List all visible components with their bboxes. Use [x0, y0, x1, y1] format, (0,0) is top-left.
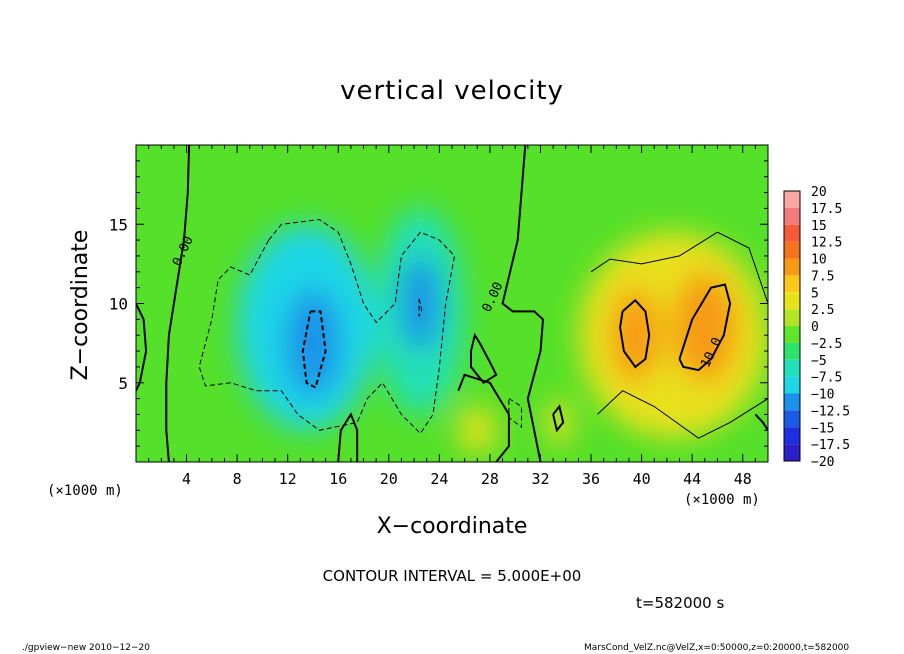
x-tick-label: 28	[481, 470, 499, 488]
chart-title: vertical velocity	[340, 76, 564, 106]
field-region	[458, 406, 497, 455]
x-tick-label: 32	[531, 470, 549, 488]
colorbar-swatch	[784, 275, 800, 293]
contour-line	[597, 390, 768, 439]
colorbar-swatch	[784, 410, 800, 428]
contour-line	[501, 145, 545, 462]
plot-area	[136, 145, 768, 462]
contour-interval: CONTOUR INTERVAL = 5.000E+00	[322, 567, 582, 585]
colorbar-swatch	[784, 292, 800, 310]
colorbar-label: −15	[811, 421, 834, 436]
contour-line	[754, 413, 768, 431]
x-tick-label: 8	[233, 470, 242, 488]
colorbar-label: 20	[811, 185, 827, 200]
x-tick-label: 12	[279, 470, 297, 488]
footer-right: MarsCond_VelZ.nc@VelZ,x=0:50000,z=0:2000…	[584, 643, 850, 653]
contour-line	[590, 231, 768, 304]
colorbar-label: 15	[811, 219, 827, 234]
colorbar-label: −12.5	[811, 404, 850, 419]
colorbar-swatch	[784, 376, 800, 394]
colorbar-swatch	[784, 393, 800, 411]
field-region	[285, 289, 341, 398]
colorbar-swatch	[784, 309, 800, 326]
contour-line	[337, 412, 359, 462]
colorbar-label: −20	[811, 455, 834, 470]
colorbar-swatch	[784, 191, 800, 208]
contour-line	[457, 373, 510, 462]
colorbar-label: 2.5	[811, 303, 834, 318]
field-region	[671, 271, 738, 383]
field-region	[610, 287, 661, 383]
x-tick-label: 36	[582, 470, 600, 488]
contour-line	[552, 404, 565, 433]
colorbar-label: 7.5	[811, 269, 834, 284]
x-tick-label: 16	[329, 470, 347, 488]
colorbar-swatch	[784, 207, 800, 225]
colorbar-swatch	[784, 359, 800, 377]
colorbar-label: 5	[811, 286, 819, 301]
x-tick-label: 48	[734, 470, 752, 488]
contour-line	[165, 145, 191, 462]
contour-line-negative	[198, 218, 456, 435]
x-unit-left: (×1000 m)	[47, 483, 123, 499]
x-tick-label: 4	[182, 470, 191, 488]
colorbar-swatch	[784, 241, 800, 259]
contour-line	[678, 283, 732, 372]
y-tick-label: 10	[109, 295, 128, 314]
contour-line-negative	[508, 398, 522, 429]
y-axis-label: Z−coordinate	[68, 229, 93, 381]
colorbar-swatch	[784, 427, 800, 445]
y-tick-label: 5	[118, 374, 128, 393]
x-tick-label: 40	[633, 470, 651, 488]
contour-line	[136, 303, 148, 392]
x-unit-right: (×1000 m)	[684, 492, 760, 508]
colorbar-frame	[783, 190, 801, 462]
colorbar-swatch	[784, 342, 800, 360]
colorbar-label: −5	[811, 354, 827, 369]
colorbar-label: −17.5	[811, 438, 850, 453]
colorbar-swatch	[784, 224, 800, 242]
contour-line-negative	[301, 310, 327, 389]
colorbar-swatch	[784, 258, 800, 276]
colorbar-swatch	[784, 326, 800, 343]
field-region	[546, 398, 573, 447]
colorbar-label: −2.5	[811, 337, 842, 352]
contour-line-negative	[418, 298, 423, 317]
colorbar-swatch	[784, 444, 800, 461]
colorbar-label: −7.5	[811, 371, 842, 386]
colorbar-label: 0	[811, 320, 819, 335]
colorbar-label: 12.5	[811, 236, 842, 251]
x-tick-label: 44	[683, 470, 701, 488]
colorbar-label: −10	[811, 388, 834, 403]
time-label: t=582000 s	[636, 594, 725, 612]
y-tick-label: 15	[109, 215, 128, 234]
colorbar-label: 10	[811, 253, 827, 268]
footer-left: ./gpview−new 2010−12−20	[22, 643, 150, 653]
x-tick-label: 24	[430, 470, 448, 488]
x-axis-label: X−coordinate	[376, 514, 528, 539]
colorbar-label: 17.5	[811, 202, 842, 217]
x-tick-label: 20	[380, 470, 398, 488]
contour-line	[619, 298, 651, 369]
contour-line	[470, 332, 498, 385]
